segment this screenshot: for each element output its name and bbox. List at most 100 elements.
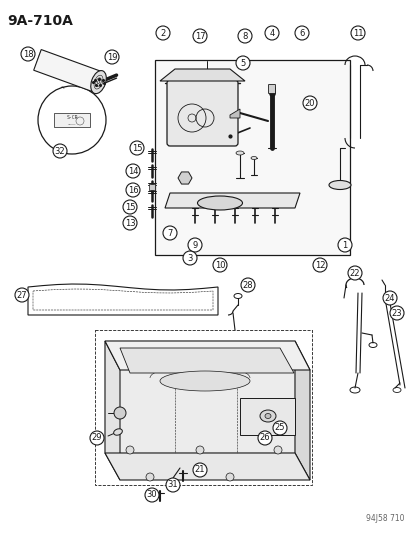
- Text: 6: 6: [299, 28, 304, 37]
- Text: ____: ____: [67, 121, 75, 125]
- Text: S·CR: S·CR: [67, 115, 78, 120]
- Text: 30: 30: [146, 490, 157, 499]
- Circle shape: [273, 446, 281, 454]
- Circle shape: [163, 226, 177, 240]
- Ellipse shape: [114, 429, 122, 435]
- Text: 2: 2: [160, 28, 165, 37]
- Text: 1: 1: [342, 240, 347, 249]
- Circle shape: [126, 164, 140, 178]
- Polygon shape: [120, 348, 293, 373]
- Polygon shape: [105, 341, 294, 453]
- Polygon shape: [105, 341, 309, 370]
- Text: 27: 27: [17, 290, 27, 300]
- Text: 4: 4: [269, 28, 274, 37]
- Text: 32: 32: [55, 147, 65, 156]
- Polygon shape: [165, 193, 299, 208]
- Circle shape: [225, 473, 233, 481]
- Circle shape: [294, 26, 308, 40]
- Polygon shape: [105, 453, 309, 480]
- Text: 15: 15: [124, 203, 135, 212]
- Circle shape: [235, 56, 249, 70]
- Text: 23: 23: [391, 309, 401, 318]
- Circle shape: [350, 26, 364, 40]
- Circle shape: [145, 488, 159, 502]
- Circle shape: [195, 446, 204, 454]
- Circle shape: [166, 478, 180, 492]
- Circle shape: [15, 288, 29, 302]
- Text: 31: 31: [167, 481, 178, 489]
- Circle shape: [123, 216, 137, 230]
- Text: 24: 24: [384, 294, 394, 303]
- FancyBboxPatch shape: [166, 80, 237, 146]
- Text: 9: 9: [192, 240, 197, 249]
- Text: 7: 7: [167, 229, 172, 238]
- Ellipse shape: [197, 196, 242, 210]
- Ellipse shape: [259, 410, 275, 422]
- Circle shape: [272, 421, 286, 435]
- Circle shape: [389, 306, 403, 320]
- Circle shape: [183, 251, 197, 265]
- Polygon shape: [159, 69, 244, 81]
- Circle shape: [126, 183, 140, 197]
- Polygon shape: [178, 172, 192, 184]
- Circle shape: [53, 144, 67, 158]
- Ellipse shape: [264, 414, 271, 418]
- Circle shape: [382, 291, 396, 305]
- Text: 9A-710A: 9A-710A: [7, 14, 73, 28]
- Ellipse shape: [90, 70, 106, 94]
- Polygon shape: [33, 50, 102, 92]
- Circle shape: [192, 463, 206, 477]
- Circle shape: [188, 238, 202, 252]
- Circle shape: [212, 258, 226, 272]
- Circle shape: [130, 141, 144, 155]
- Circle shape: [347, 266, 361, 280]
- Circle shape: [257, 431, 271, 445]
- Ellipse shape: [328, 181, 350, 190]
- Polygon shape: [230, 109, 240, 118]
- Text: 20: 20: [304, 99, 314, 108]
- Text: 5: 5: [240, 59, 245, 68]
- Circle shape: [312, 258, 326, 272]
- Polygon shape: [294, 341, 309, 480]
- FancyBboxPatch shape: [149, 184, 154, 190]
- Text: 16: 16: [127, 185, 138, 195]
- Circle shape: [126, 446, 134, 454]
- Circle shape: [146, 473, 154, 481]
- Circle shape: [337, 238, 351, 252]
- Text: 14: 14: [128, 166, 138, 175]
- Text: 22: 22: [349, 269, 359, 278]
- Text: 17: 17: [194, 31, 205, 41]
- Circle shape: [237, 29, 252, 43]
- Circle shape: [264, 26, 278, 40]
- Text: 11: 11: [352, 28, 362, 37]
- Text: 26: 26: [259, 433, 270, 442]
- Circle shape: [240, 278, 254, 292]
- Text: 28: 28: [242, 280, 253, 289]
- Circle shape: [156, 26, 170, 40]
- FancyBboxPatch shape: [268, 85, 275, 93]
- FancyBboxPatch shape: [54, 113, 90, 127]
- Text: 13: 13: [124, 219, 135, 228]
- Text: 10: 10: [214, 261, 225, 270]
- Text: 15: 15: [131, 143, 142, 152]
- Text: 12: 12: [314, 261, 325, 270]
- Text: 18: 18: [23, 50, 33, 59]
- Text: 8: 8: [242, 31, 247, 41]
- Text: 19: 19: [107, 52, 117, 61]
- Circle shape: [123, 200, 137, 214]
- Circle shape: [192, 29, 206, 43]
- Text: 29: 29: [92, 433, 102, 442]
- Text: 94J58 710: 94J58 710: [366, 514, 404, 523]
- Text: 21: 21: [194, 465, 205, 474]
- Bar: [154, 60, 349, 255]
- Circle shape: [90, 431, 104, 445]
- Text: 25: 25: [274, 424, 285, 432]
- Ellipse shape: [250, 157, 256, 159]
- Circle shape: [21, 47, 35, 61]
- Circle shape: [38, 86, 106, 154]
- Ellipse shape: [159, 371, 249, 391]
- Circle shape: [302, 96, 316, 110]
- Polygon shape: [105, 341, 120, 480]
- Circle shape: [114, 407, 126, 419]
- Text: 3: 3: [187, 254, 192, 262]
